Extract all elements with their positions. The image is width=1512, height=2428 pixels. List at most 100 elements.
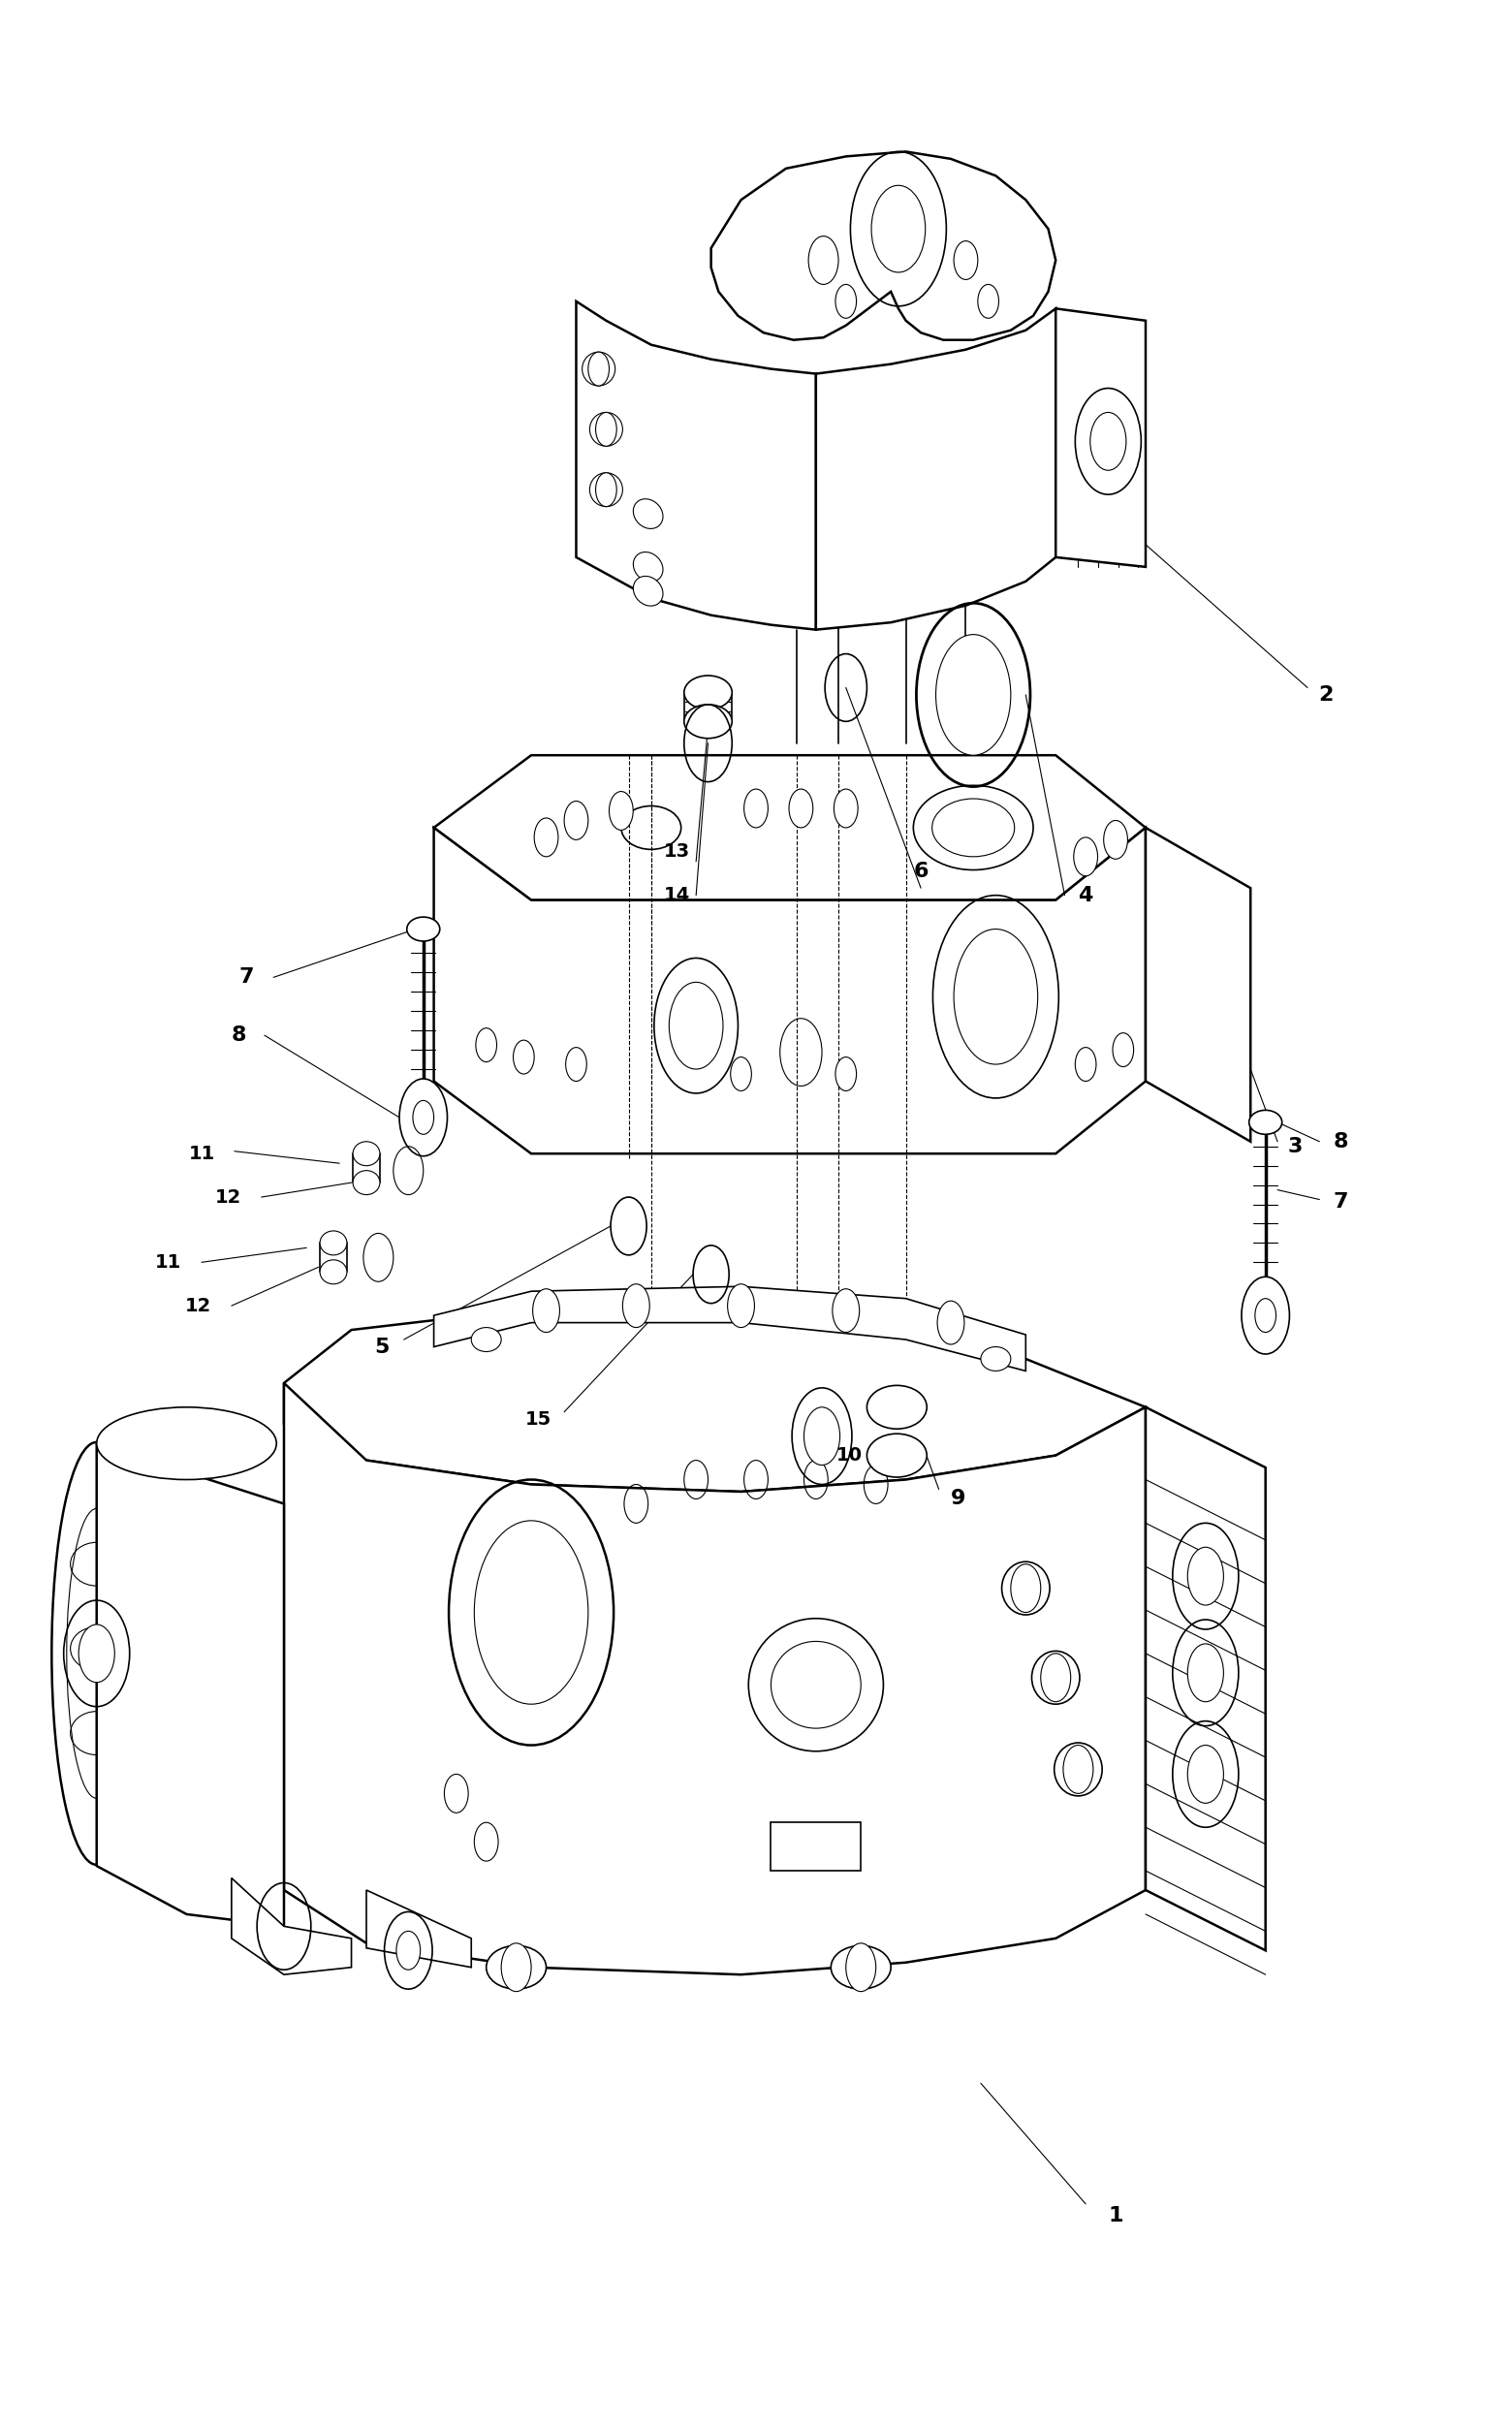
Circle shape <box>730 1056 751 1090</box>
Circle shape <box>502 1942 531 1991</box>
Circle shape <box>1075 1046 1096 1080</box>
Ellipse shape <box>321 1260 346 1284</box>
Circle shape <box>588 352 609 386</box>
Text: 4: 4 <box>1078 886 1093 906</box>
Polygon shape <box>284 1384 1146 1974</box>
Circle shape <box>833 1289 859 1333</box>
Text: 8: 8 <box>1334 1131 1347 1151</box>
Text: 11: 11 <box>189 1144 215 1163</box>
Circle shape <box>670 983 723 1068</box>
Polygon shape <box>771 1823 860 1870</box>
Ellipse shape <box>321 1231 346 1255</box>
Text: 1: 1 <box>1108 2207 1123 2226</box>
Circle shape <box>1104 821 1128 860</box>
Circle shape <box>513 1039 534 1073</box>
Ellipse shape <box>1031 1651 1080 1704</box>
Ellipse shape <box>683 675 732 709</box>
Circle shape <box>727 1284 754 1328</box>
Circle shape <box>596 473 617 507</box>
Circle shape <box>1255 1299 1276 1333</box>
Polygon shape <box>1146 1408 1266 1950</box>
Ellipse shape <box>866 1386 927 1430</box>
Circle shape <box>1063 1746 1093 1794</box>
Circle shape <box>534 818 558 857</box>
Text: 8: 8 <box>231 1025 246 1044</box>
Circle shape <box>954 930 1037 1063</box>
Text: 7: 7 <box>1334 1192 1347 1212</box>
Circle shape <box>565 1046 587 1080</box>
Text: 6: 6 <box>913 862 928 881</box>
Polygon shape <box>366 1889 472 1967</box>
Circle shape <box>476 1027 497 1061</box>
Circle shape <box>871 185 925 272</box>
Circle shape <box>1074 838 1098 877</box>
Circle shape <box>564 801 588 840</box>
Ellipse shape <box>634 551 662 583</box>
Polygon shape <box>1146 828 1250 1141</box>
Text: 7: 7 <box>239 969 254 988</box>
Circle shape <box>1187 1746 1223 1804</box>
Text: 3: 3 <box>1288 1136 1303 1156</box>
Polygon shape <box>576 301 816 629</box>
Circle shape <box>475 1520 588 1704</box>
Circle shape <box>744 789 768 828</box>
Ellipse shape <box>866 1433 927 1476</box>
Ellipse shape <box>407 918 440 942</box>
Ellipse shape <box>931 799 1015 857</box>
Circle shape <box>1010 1564 1040 1612</box>
Polygon shape <box>816 308 1055 629</box>
Ellipse shape <box>1249 1110 1282 1134</box>
Ellipse shape <box>352 1141 380 1165</box>
Ellipse shape <box>590 413 623 447</box>
Text: 9: 9 <box>951 1488 966 1508</box>
Circle shape <box>936 634 1010 755</box>
Ellipse shape <box>634 498 662 529</box>
Circle shape <box>937 1301 965 1345</box>
Circle shape <box>396 1930 420 1969</box>
Text: 13: 13 <box>664 843 689 862</box>
Text: 12: 12 <box>186 1297 212 1316</box>
Polygon shape <box>284 1311 1146 1491</box>
Circle shape <box>609 792 634 830</box>
Polygon shape <box>434 1287 1025 1372</box>
Circle shape <box>413 1100 434 1134</box>
Text: 14: 14 <box>664 886 689 906</box>
Circle shape <box>1187 1644 1223 1702</box>
Circle shape <box>1241 1277 1290 1355</box>
Ellipse shape <box>352 1170 380 1195</box>
Ellipse shape <box>683 704 732 738</box>
Text: 12: 12 <box>215 1187 242 1207</box>
Circle shape <box>79 1624 115 1683</box>
Ellipse shape <box>832 1945 891 1989</box>
Circle shape <box>623 1284 650 1328</box>
Ellipse shape <box>487 1945 546 1989</box>
Ellipse shape <box>1002 1561 1049 1615</box>
Circle shape <box>399 1078 448 1156</box>
Ellipse shape <box>634 575 662 607</box>
Text: 10: 10 <box>836 1447 862 1464</box>
Ellipse shape <box>981 1348 1010 1372</box>
Circle shape <box>804 1408 841 1464</box>
Ellipse shape <box>582 352 615 386</box>
Circle shape <box>1040 1653 1070 1702</box>
Circle shape <box>1090 413 1126 471</box>
Ellipse shape <box>97 1408 277 1479</box>
Circle shape <box>532 1289 559 1333</box>
Circle shape <box>835 789 857 828</box>
Circle shape <box>1113 1032 1134 1066</box>
Circle shape <box>1187 1547 1223 1605</box>
Circle shape <box>836 1056 856 1090</box>
Ellipse shape <box>771 1641 860 1729</box>
Text: 11: 11 <box>156 1253 181 1272</box>
Text: 5: 5 <box>373 1338 389 1357</box>
Polygon shape <box>231 1877 351 1974</box>
Ellipse shape <box>590 473 623 507</box>
Circle shape <box>789 789 813 828</box>
Polygon shape <box>97 1442 284 1925</box>
Text: 15: 15 <box>526 1411 552 1428</box>
Polygon shape <box>434 828 1146 1153</box>
Circle shape <box>596 413 617 447</box>
Polygon shape <box>1055 308 1146 566</box>
Ellipse shape <box>1054 1743 1102 1797</box>
Polygon shape <box>434 755 1146 901</box>
